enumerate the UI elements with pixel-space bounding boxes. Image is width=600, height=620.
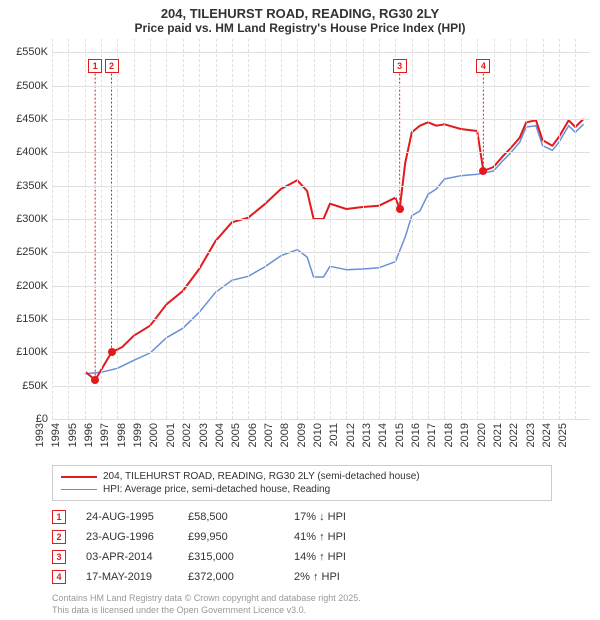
gridline-vertical [363, 39, 364, 419]
gridline-vertical [330, 39, 331, 419]
sales-row-date: 03-APR-2014 [72, 551, 182, 563]
sales-row-badge: 2 [52, 530, 66, 544]
sales-row-pct: 41% ↑ HPI [294, 531, 394, 543]
sale-marker-dot [396, 205, 404, 213]
sales-row-badge: 1 [52, 510, 66, 524]
y-axis-tick-label: £50K [0, 380, 48, 392]
gridline-vertical [232, 39, 233, 419]
legend-label: HPI: Average price, semi-detached house,… [103, 484, 330, 495]
sales-row-price: £372,000 [188, 571, 288, 583]
sales-row-badge: 4 [52, 570, 66, 584]
chart-area: 1234 £0£50K£100K£150K£200K£250K£300K£350… [0, 39, 600, 459]
gridline-horizontal [52, 419, 590, 420]
sales-row-badge: 3 [52, 550, 66, 564]
sales-row-pct: 17% ↓ HPI [294, 511, 394, 523]
legend: 204, TILEHURST ROAD, READING, RG30 2LY (… [52, 465, 552, 501]
sale-marker-badge: 4 [476, 59, 490, 73]
legend-label: 204, TILEHURST ROAD, READING, RG30 2LY (… [103, 471, 420, 482]
gridline-vertical [134, 39, 135, 419]
gridline-vertical [52, 39, 53, 419]
series-line [85, 124, 584, 373]
footer-line-1: Contains HM Land Registry data © Crown c… [52, 593, 600, 605]
sales-row: 3 03-APR-2014 £315,000 14% ↑ HPI [52, 547, 600, 567]
x-axis-tick-label: 2025 [557, 423, 593, 447]
y-axis-tick-label: £350K [0, 180, 48, 192]
legend-item: 204, TILEHURST ROAD, READING, RG30 2LY (… [61, 470, 543, 483]
sales-row: 4 17-MAY-2019 £372,000 2% ↑ HPI [52, 567, 600, 587]
sales-row: 1 24-AUG-1995 £58,500 17% ↓ HPI [52, 507, 600, 527]
gridline-vertical [444, 39, 445, 419]
legend-swatch [61, 476, 97, 478]
gridline-vertical [412, 39, 413, 419]
plot-region: 12 3 4 [52, 39, 590, 419]
legend-swatch [61, 489, 97, 491]
gridline-vertical [510, 39, 511, 419]
sales-row-pct: 2% ↑ HPI [294, 571, 394, 583]
sale-marker-dot [91, 376, 99, 384]
sales-row-price: £99,950 [188, 531, 288, 543]
gridline-vertical [117, 39, 118, 419]
y-axis-tick-label: £100K [0, 346, 48, 358]
sales-row-date: 24-AUG-1995 [72, 511, 182, 523]
sales-row-price: £58,500 [188, 511, 288, 523]
gridline-vertical [101, 39, 102, 419]
gridline-vertical [216, 39, 217, 419]
gridline-vertical [265, 39, 266, 419]
gridline-vertical [166, 39, 167, 419]
gridline-vertical [477, 39, 478, 419]
y-axis-tick-label: £250K [0, 246, 48, 258]
y-axis-tick-label: £400K [0, 146, 48, 158]
gridline-vertical [314, 39, 315, 419]
gridline-vertical [395, 39, 396, 419]
chart-title: 204, TILEHURST ROAD, READING, RG30 2LY [0, 0, 600, 21]
gridline-vertical [526, 39, 527, 419]
gridline-vertical [575, 39, 576, 419]
y-axis-tick-label: £450K [0, 113, 48, 125]
sale-marker-dot [479, 167, 487, 175]
y-axis-tick-label: £300K [0, 213, 48, 225]
chart-subtitle: Price paid vs. HM Land Registry's House … [0, 21, 600, 37]
sale-marker-badge: 3 [393, 59, 407, 73]
gridline-vertical [199, 39, 200, 419]
gridline-vertical [461, 39, 462, 419]
gridline-vertical [346, 39, 347, 419]
gridline-vertical [150, 39, 151, 419]
y-axis-tick-label: £550K [0, 46, 48, 58]
y-axis-tick-label: £200K [0, 280, 48, 292]
gridline-vertical [428, 39, 429, 419]
gridline-vertical [183, 39, 184, 419]
sales-row-price: £315,000 [188, 551, 288, 563]
footer-attribution: Contains HM Land Registry data © Crown c… [52, 593, 600, 616]
legend-item: HPI: Average price, semi-detached house,… [61, 483, 543, 496]
gridline-vertical [559, 39, 560, 419]
gridline-vertical [85, 39, 86, 419]
gridline-vertical [494, 39, 495, 419]
gridline-vertical [379, 39, 380, 419]
gridline-vertical [297, 39, 298, 419]
sales-row-pct: 14% ↑ HPI [294, 551, 394, 563]
sales-row: 2 23-AUG-1996 £99,950 41% ↑ HPI [52, 527, 600, 547]
sale-marker-dot [108, 348, 116, 356]
y-axis-tick-label: £150K [0, 313, 48, 325]
gridline-vertical [248, 39, 249, 419]
gridline-vertical [68, 39, 69, 419]
y-axis-tick-label: £500K [0, 80, 48, 92]
gridline-vertical [543, 39, 544, 419]
sales-table: 1 24-AUG-1995 £58,500 17% ↓ HPI 2 23-AUG-1996… [52, 507, 600, 587]
sales-row-date: 17-MAY-2019 [72, 571, 182, 583]
footer-line-2: This data is licensed under the Open Gov… [52, 605, 600, 617]
gridline-vertical [281, 39, 282, 419]
sales-row-date: 23-AUG-1996 [72, 531, 182, 543]
sale-marker-badge: 1 [88, 59, 102, 73]
sale-marker-badge: 2 [105, 59, 119, 73]
